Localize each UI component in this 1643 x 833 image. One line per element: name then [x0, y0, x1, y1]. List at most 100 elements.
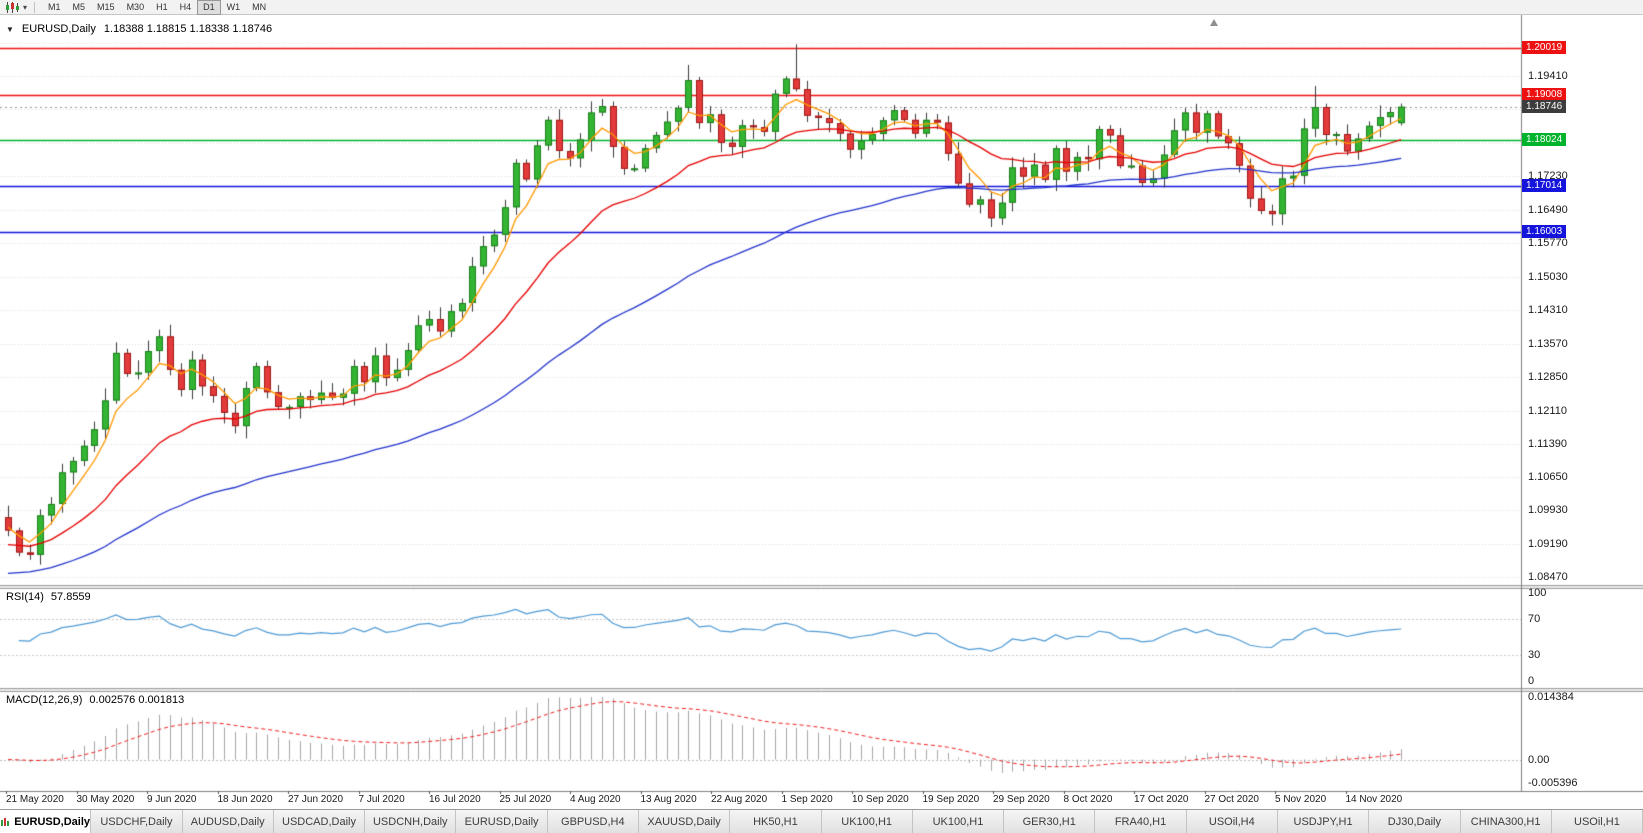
date-label: 14 Nov 2020 [1345, 794, 1403, 805]
rsi-axis-label: 100 [1528, 587, 1547, 599]
timeframe-button-m15[interactable]: M15 [97, 1, 115, 12]
candlestick-icon [6, 1, 19, 13]
chart-canvas[interactable] [0, 15, 1643, 809]
date-label: 5 Nov 2020 [1275, 794, 1327, 805]
macd-value: 0.002576 0.001813 [89, 694, 185, 706]
tab-label: USOil,H1 [1574, 815, 1620, 828]
symbol-tab-10-uk100-h1[interactable]: UK100,H1 [912, 810, 1005, 833]
price-tick-label: 1.14310 [1528, 303, 1568, 316]
symbol-tab-16-china300-h1[interactable]: CHINA300,H1 [1460, 810, 1552, 833]
chart-type-button[interactable] [4, 1, 20, 14]
price-line-badge: 1.20019 [1522, 41, 1567, 55]
timeframe-button-m5[interactable]: M5 [72, 1, 86, 12]
price-tick-label: 1.15770 [1528, 237, 1568, 249]
price-line-badge: 1.19008 [1522, 87, 1567, 101]
date-label: 13 Aug 2020 [640, 794, 697, 805]
rsi-indicator-label: RSI(14) 57.8559 [6, 591, 91, 603]
timeframe-button-d1[interactable]: D1 [197, 0, 221, 15]
date-label: 29 Sep 2020 [993, 794, 1050, 805]
timeframe-button-m30[interactable]: M30 [126, 1, 145, 12]
date-label: 4 Aug 2020 [570, 794, 621, 805]
chevron-down-icon[interactable]: ▾ [23, 2, 28, 12]
tab-chart-icon [1, 817, 10, 826]
date-label: 21 May 2020 [6, 794, 64, 805]
timeframe-buttons: M1 M5 M15 M30 H1 H4 D1 W1 MN [42, 0, 272, 15]
tab-label: FRA40,H1 [1114, 815, 1167, 828]
price-tick-label: 1.08470 [1528, 571, 1568, 584]
symbol-tab-9-uk100-h1[interactable]: UK100,H1 [821, 810, 913, 833]
date-label: 22 Aug 2020 [711, 794, 768, 805]
rsi-axis-label: 0 [1528, 675, 1535, 687]
price-tick-label: 1.11390 [1528, 437, 1567, 450]
tab-label: XAUUSD,Daily [647, 815, 721, 828]
timeframe-button-w1[interactable]: W1 [226, 1, 241, 12]
symbol-tab-5-eurusd-daily[interactable]: EURUSD,Daily [456, 810, 548, 833]
date-label: 27 Jun 2020 [288, 794, 344, 805]
date-label: 27 Oct 2020 [1204, 794, 1259, 805]
timeframe-button-m1[interactable]: M1 [48, 1, 61, 12]
price-tick-label: 1.12850 [1528, 370, 1568, 383]
price-tick-label: 1.09930 [1528, 504, 1568, 517]
symbol-tab-13-usoil-h4[interactable]: USOil,H4 [1186, 810, 1278, 833]
rsi-value: 57.8559 [50, 591, 91, 603]
symbol-tabbar: EURUSD,Daily USDCHF,Daily AUDUSD,Daily USDC… [0, 809, 1643, 833]
symbol-tab-7-xauusd-daily[interactable]: XAUUSD,Daily [638, 810, 731, 833]
price-tick-label: 1.15030 [1528, 270, 1568, 283]
timeframe-button-h4[interactable]: H4 [179, 1, 192, 12]
price-tick-label: 1.16490 [1528, 204, 1568, 217]
tab-label: DJ30,Daily [1387, 815, 1441, 828]
symbol-tab-4-usdcnh-daily[interactable]: USDCNH,Daily [365, 810, 457, 833]
date-label: 10 Sep 2020 [852, 794, 909, 805]
price-tick-label: 1.12110 [1528, 404, 1567, 417]
chart-ohlc-values: 1.18388 1.18815 1.18338 1.18746 [103, 23, 273, 35]
price-line-badge: 1.17014 [1522, 179, 1567, 193]
date-label: 30 May 2020 [76, 794, 135, 805]
date-axis[interactable]: 21 May 2020 30 May 2020 9 Jun 2020 18 Jun 2… [0, 791, 1643, 809]
date-label: 1 Sep 2020 [781, 794, 833, 805]
chart-window: ▼ EURUSD,Daily 1.18388 1.18815 1.18338 1… [0, 15, 1643, 809]
macd-label: MACD(12,26,9) [6, 694, 83, 706]
symbol-tab-15-dj30-daily[interactable]: DJ30,Daily [1369, 810, 1461, 833]
collapse-arrow-icon[interactable]: ▼ [6, 24, 14, 34]
chart-symbol-label: EURUSD,Daily [21, 23, 96, 35]
macd-axis-label: 0.014384 [1528, 691, 1574, 703]
rsi-axis-label: 70 [1528, 613, 1541, 626]
tab-label: UK100,H1 [841, 815, 893, 828]
tab-label: AUDUSD,Daily [190, 815, 265, 828]
macd-indicator-label: MACD(12,26,9) 0.002576 0.001813 [6, 694, 184, 706]
timeframe-button-mn[interactable]: MN [252, 1, 267, 12]
symbol-tab-0-eurusd-daily[interactable]: EURUSD,Daily [0, 810, 92, 833]
symbol-tab-12-fra40-h1[interactable]: FRA40,H1 [1095, 810, 1187, 833]
symbol-tab-17-usoil-h1[interactable]: USOil,H1 [1551, 810, 1643, 833]
symbol-tab-2-audusd-daily[interactable]: AUDUSD,Daily [182, 810, 274, 833]
tab-label: USDJPY,H1 [1293, 815, 1353, 828]
price-line-badge: 1.16003 [1522, 225, 1567, 239]
price-axis[interactable]: 1.19410 1.17230 1.16490 1.15770 1.15030 1.143… [1521, 15, 1643, 791]
price-tick-label: 1.10650 [1528, 471, 1568, 484]
tab-label: GBPUSD,H4 [561, 815, 625, 828]
top-toolbar: ▾ M1 M5 M15 M30 H1 H4 D1 W1 MN [0, 0, 1643, 15]
current-price-badge: 1.18746 [1522, 99, 1567, 113]
symbol-tab-6-gbpusd-h4[interactable]: GBPUSD,H4 [547, 810, 639, 833]
tab-label: USDCNH,Daily [372, 815, 448, 828]
price-line-badge: 1.18024 [1522, 132, 1567, 146]
macd-axis-label: -0.005396 [1528, 777, 1578, 789]
symbol-tab-14-usdjpy-h1[interactable]: USDJPY,H1 [1277, 810, 1370, 833]
tab-label: EURUSD,Daily [14, 815, 91, 828]
date-label: 9 Jun 2020 [147, 794, 197, 805]
symbol-tab-11-ger30-h1[interactable]: GER30,H1 [1004, 810, 1096, 833]
symbol-tab-1-usdchf-daily[interactable]: USDCHF,Daily [91, 810, 183, 833]
price-tick-label: 1.13570 [1528, 337, 1568, 350]
macd-axis-label: 0.00 [1528, 753, 1550, 766]
tab-label: USOil,H4 [1208, 815, 1255, 828]
date-label: 7 Jul 2020 [358, 794, 405, 805]
tab-label: USDCHF,Daily [100, 815, 173, 828]
chart-shift-marker[interactable] [1210, 19, 1218, 26]
symbol-tab-8-hk50-h1[interactable]: HK50,H1 [730, 810, 822, 833]
date-label: 25 Jul 2020 [499, 794, 552, 805]
tab-label: HK50,H1 [753, 815, 798, 828]
symbol-tab-3-usdcad-daily[interactable]: USDCAD,Daily [273, 810, 366, 833]
tab-label: EURUSD,Daily [464, 815, 539, 828]
timeframe-button-h1[interactable]: H1 [156, 1, 168, 12]
tab-label: GER30,H1 [1022, 815, 1076, 828]
